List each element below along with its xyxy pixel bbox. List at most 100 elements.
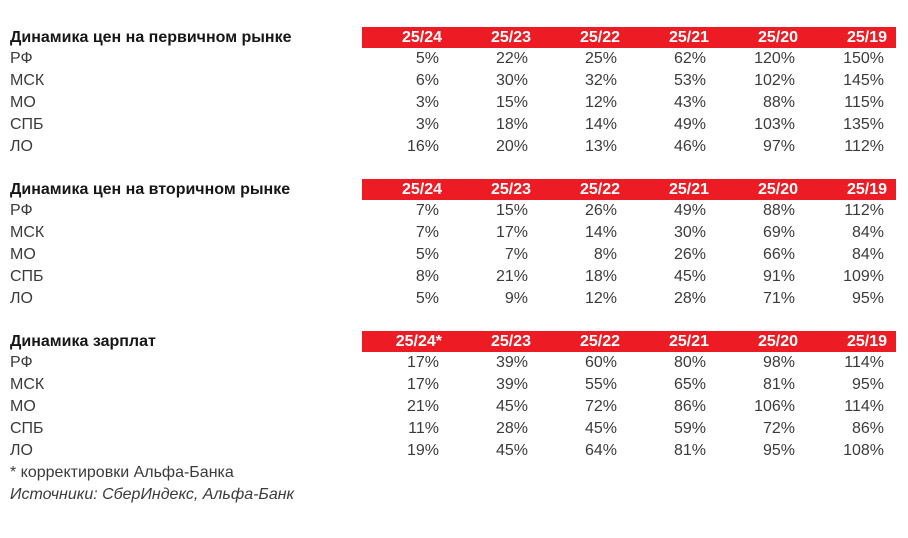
column-header: 25/22 bbox=[540, 331, 629, 352]
table-title: Динамика зарплат bbox=[10, 333, 156, 350]
value-cell: 115% bbox=[844, 94, 884, 111]
value-cell: 66% bbox=[762, 246, 795, 263]
value-cell: 3% bbox=[415, 116, 439, 133]
value-cell: 65% bbox=[673, 376, 706, 393]
value-cell: 8% bbox=[593, 246, 617, 263]
value-cell: 45% bbox=[495, 398, 528, 415]
row-label: РФ bbox=[10, 50, 33, 67]
data-table-2: Динамика цен на вторичном рынке 25/24 25/2… bbox=[10, 179, 896, 310]
value-cell: 8% bbox=[415, 268, 439, 285]
value-cell: 26% bbox=[673, 246, 706, 263]
value-cell: 15% bbox=[495, 94, 528, 111]
value-cell: 53% bbox=[673, 72, 706, 89]
value-cell: 17% bbox=[406, 354, 439, 371]
table-title: Динамика цен на вторичном рынке bbox=[10, 181, 291, 198]
table-row: МО 5% 7% 8% 26% 66% 84% bbox=[10, 244, 896, 266]
data-table-3: Динамика зарплат 25/24* 25/23 25/22 25/21 25/… bbox=[10, 331, 896, 462]
value-cell: 43% bbox=[673, 94, 706, 111]
value-cell: 69% bbox=[762, 224, 795, 241]
value-cell: 15% bbox=[495, 202, 528, 219]
value-cell: 19% bbox=[406, 442, 439, 459]
value-cell: 5% bbox=[415, 246, 439, 263]
column-header: 25/20 bbox=[718, 331, 807, 352]
value-cell: 21% bbox=[495, 268, 528, 285]
value-cell: 6% bbox=[415, 72, 439, 89]
table-row: СПБ 3% 18% 14% 49% 103% 135% bbox=[10, 114, 896, 136]
value-cell: 88% bbox=[762, 94, 795, 111]
row-label: СПБ bbox=[10, 268, 44, 285]
value-cell: 30% bbox=[673, 224, 706, 241]
table-row: ЛО 16% 20% 13% 46% 97% 112% bbox=[10, 136, 896, 158]
value-cell: 14% bbox=[584, 116, 617, 133]
value-cell: 9% bbox=[504, 290, 528, 307]
value-cell: 49% bbox=[673, 116, 706, 133]
value-cell: 14% bbox=[584, 224, 617, 241]
source-note: Источники: СберИндекс, Альфа-Банк bbox=[10, 486, 295, 503]
value-cell: 21% bbox=[406, 398, 439, 415]
value-cell: 98% bbox=[762, 354, 795, 371]
value-cell: 3% bbox=[415, 94, 439, 111]
row-label: МСК bbox=[10, 376, 45, 393]
value-cell: 86% bbox=[673, 398, 706, 415]
value-cell: 84% bbox=[851, 224, 884, 241]
value-cell: 18% bbox=[584, 268, 617, 285]
value-cell: 32% bbox=[584, 72, 617, 89]
value-cell: 17% bbox=[495, 224, 528, 241]
value-cell: 22% bbox=[495, 50, 528, 67]
value-cell: 17% bbox=[406, 376, 439, 393]
value-cell: 20% bbox=[495, 138, 528, 155]
column-header: 25/24 bbox=[362, 27, 451, 48]
value-cell: 55% bbox=[584, 376, 617, 393]
value-cell: 62% bbox=[673, 50, 706, 67]
value-cell: 112% bbox=[844, 138, 884, 155]
column-header: 25/19 bbox=[807, 179, 896, 200]
value-cell: 91% bbox=[762, 268, 795, 285]
value-cell: 30% bbox=[495, 72, 528, 89]
value-cell: 11% bbox=[408, 420, 439, 437]
row-label: РФ bbox=[10, 354, 33, 371]
data-table-1: Динамика цен на первичном рынке 25/24 25/2… bbox=[10, 27, 896, 158]
value-cell: 13% bbox=[584, 138, 617, 155]
value-cell: 45% bbox=[673, 268, 706, 285]
value-cell: 112% bbox=[844, 202, 884, 219]
row-label: СПБ bbox=[10, 116, 44, 133]
column-header: 25/24 bbox=[362, 179, 451, 200]
tables-container: Динамика цен на первичном рынке 25/24 25/2… bbox=[10, 27, 908, 462]
value-cell: 84% bbox=[851, 246, 884, 263]
value-cell: 46% bbox=[673, 138, 706, 155]
table-row: ЛО 19% 45% 64% 81% 95% 108% bbox=[10, 440, 896, 462]
row-label: ЛО bbox=[10, 442, 33, 459]
footnote: * корректировки Альфа-Банка bbox=[10, 464, 234, 481]
row-label: МО bbox=[10, 94, 36, 111]
value-cell: 39% bbox=[495, 376, 528, 393]
value-cell: 106% bbox=[754, 398, 795, 415]
table-row: МО 3% 15% 12% 43% 88% 115% bbox=[10, 92, 896, 114]
column-header: 25/23 bbox=[451, 179, 540, 200]
value-cell: 12% bbox=[584, 290, 617, 307]
value-cell: 72% bbox=[584, 398, 617, 415]
value-cell: 59% bbox=[673, 420, 706, 437]
value-cell: 81% bbox=[762, 376, 795, 393]
value-cell: 88% bbox=[762, 202, 795, 219]
row-label: РФ bbox=[10, 202, 33, 219]
value-cell: 150% bbox=[843, 50, 884, 67]
value-cell: 120% bbox=[754, 50, 795, 67]
column-header: 25/19 bbox=[807, 27, 896, 48]
column-header: 25/24* bbox=[362, 331, 451, 352]
column-header: 25/21 bbox=[629, 179, 718, 200]
column-header: 25/19 bbox=[807, 331, 896, 352]
value-cell: 5% bbox=[415, 50, 439, 67]
table-row: СПБ 8% 21% 18% 45% 91% 109% bbox=[10, 266, 896, 288]
row-label: ЛО bbox=[10, 290, 33, 307]
value-cell: 28% bbox=[673, 290, 706, 307]
table-row: МСК 6% 30% 32% 53% 102% 145% bbox=[10, 70, 896, 92]
value-cell: 80% bbox=[673, 354, 706, 371]
column-header: 25/21 bbox=[629, 331, 718, 352]
value-cell: 7% bbox=[504, 246, 528, 263]
value-cell: 5% bbox=[415, 290, 439, 307]
value-cell: 97% bbox=[762, 138, 795, 155]
column-header: 25/23 bbox=[451, 331, 540, 352]
value-cell: 114% bbox=[844, 354, 884, 371]
value-cell: 102% bbox=[754, 72, 795, 89]
column-header: 25/21 bbox=[629, 27, 718, 48]
